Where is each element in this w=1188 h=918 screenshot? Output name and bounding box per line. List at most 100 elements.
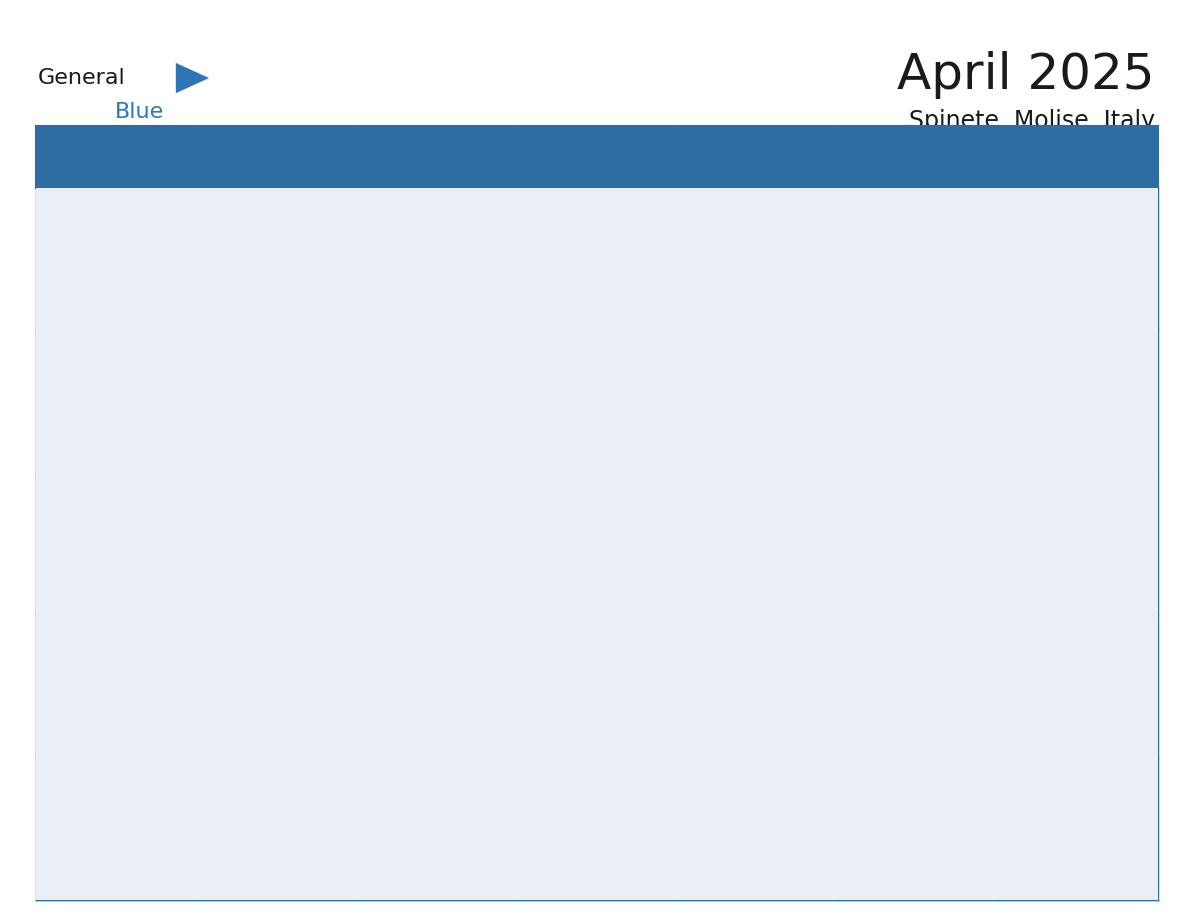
Text: Sunset: 7:29 PM: Sunset: 7:29 PM bbox=[846, 247, 947, 260]
Text: 24: 24 bbox=[685, 621, 707, 640]
Text: April 2025: April 2025 bbox=[897, 51, 1155, 99]
Text: and 14 minutes.: and 14 minutes. bbox=[44, 579, 146, 592]
Text: Daylight: 13 hours: Daylight: 13 hours bbox=[365, 555, 480, 568]
Text: 10: 10 bbox=[685, 337, 707, 355]
Text: Sunrise: 6:05 AM: Sunrise: 6:05 AM bbox=[1006, 650, 1112, 663]
Text: Sunset: 7:40 PM: Sunset: 7:40 PM bbox=[204, 532, 305, 544]
Text: and 0 minutes.: and 0 minutes. bbox=[365, 437, 459, 450]
Text: Sunrise: 6:36 AM: Sunrise: 6:36 AM bbox=[44, 365, 150, 378]
Text: Daylight: 13 hours: Daylight: 13 hours bbox=[365, 698, 480, 711]
Text: Daylight: 13 hours: Daylight: 13 hours bbox=[525, 555, 640, 568]
Text: Daylight: 13 hours: Daylight: 13 hours bbox=[365, 840, 480, 853]
Text: Sunset: 7:39 PM: Sunset: 7:39 PM bbox=[44, 532, 145, 544]
Text: Daylight: 13 hours: Daylight: 13 hours bbox=[525, 698, 640, 711]
Text: and 19 minutes.: and 19 minutes. bbox=[365, 579, 467, 592]
Text: Daylight: 13 hours: Daylight: 13 hours bbox=[44, 555, 159, 568]
Text: 11: 11 bbox=[846, 337, 867, 355]
Text: Sunrise: 6:14 AM: Sunrise: 6:14 AM bbox=[44, 650, 150, 663]
Text: Sunrise: 6:11 AM: Sunrise: 6:11 AM bbox=[365, 650, 470, 663]
Text: Daylight: 12 hours: Daylight: 12 hours bbox=[44, 413, 159, 426]
Text: 30: 30 bbox=[525, 764, 546, 782]
Text: and 52 minutes.: and 52 minutes. bbox=[204, 864, 307, 877]
Text: 7: 7 bbox=[204, 337, 215, 355]
Text: Sunrise: 6:38 AM: Sunrise: 6:38 AM bbox=[1006, 223, 1112, 236]
Text: Daylight: 13 hours: Daylight: 13 hours bbox=[204, 555, 320, 568]
Text: Daylight: 12 hours: Daylight: 12 hours bbox=[525, 271, 640, 284]
Text: 19: 19 bbox=[1006, 479, 1028, 498]
Text: Sunset: 7:30 PM: Sunset: 7:30 PM bbox=[1006, 247, 1107, 260]
Text: Wednesday: Wednesday bbox=[526, 148, 639, 166]
Text: Saturday: Saturday bbox=[1007, 148, 1095, 166]
Text: Blue: Blue bbox=[115, 102, 164, 122]
Text: and 41 minutes.: and 41 minutes. bbox=[365, 295, 467, 308]
Text: Sunrise: 6:25 AM: Sunrise: 6:25 AM bbox=[44, 508, 150, 521]
Text: Sunrise: 6:07 AM: Sunrise: 6:07 AM bbox=[846, 650, 952, 663]
Text: Sunset: 7:41 PM: Sunset: 7:41 PM bbox=[365, 532, 466, 544]
Text: Daylight: 13 hours: Daylight: 13 hours bbox=[204, 698, 320, 711]
Text: Sunrise: 6:41 AM: Sunrise: 6:41 AM bbox=[685, 223, 791, 236]
Text: and 45 minutes.: and 45 minutes. bbox=[846, 722, 948, 734]
Text: Monday: Monday bbox=[206, 148, 282, 166]
Text: Tuesday: Tuesday bbox=[366, 148, 446, 166]
Text: 3: 3 bbox=[685, 195, 696, 213]
Text: Sunset: 7:35 PM: Sunset: 7:35 PM bbox=[525, 389, 626, 402]
Text: Sunrise: 6:20 AM: Sunrise: 6:20 AM bbox=[525, 508, 631, 521]
Text: and 32 minutes.: and 32 minutes. bbox=[44, 722, 146, 734]
Text: Sunset: 7:54 PM: Sunset: 7:54 PM bbox=[44, 816, 145, 829]
Text: Sunrise: 6:01 AM: Sunrise: 6:01 AM bbox=[365, 792, 470, 805]
Text: and 3 minutes.: and 3 minutes. bbox=[525, 437, 619, 450]
Text: Sunset: 7:46 PM: Sunset: 7:46 PM bbox=[1006, 532, 1107, 544]
Text: and 16 minutes.: and 16 minutes. bbox=[204, 579, 307, 592]
Text: 26: 26 bbox=[1006, 621, 1028, 640]
Text: Sunrise: 6:35 AM: Sunrise: 6:35 AM bbox=[204, 365, 310, 378]
Text: Daylight: 13 hours: Daylight: 13 hours bbox=[44, 840, 159, 853]
Text: 18: 18 bbox=[846, 479, 867, 498]
Text: Sunrise: 6:40 AM: Sunrise: 6:40 AM bbox=[846, 223, 952, 236]
Text: Sunset: 7:55 PM: Sunset: 7:55 PM bbox=[204, 816, 307, 829]
Text: Sunday: Sunday bbox=[45, 148, 118, 166]
Text: and 37 minutes.: and 37 minutes. bbox=[365, 722, 467, 734]
Text: Sunrise: 6:03 AM: Sunrise: 6:03 AM bbox=[204, 792, 310, 805]
Text: Sunset: 7:36 PM: Sunset: 7:36 PM bbox=[685, 389, 786, 402]
Text: 25: 25 bbox=[846, 621, 867, 640]
Text: 13: 13 bbox=[44, 479, 65, 498]
Text: Sunrise: 6:16 AM: Sunrise: 6:16 AM bbox=[1006, 508, 1112, 521]
Text: Sunset: 7:42 PM: Sunset: 7:42 PM bbox=[525, 532, 626, 544]
Text: Sunset: 7:44 PM: Sunset: 7:44 PM bbox=[685, 532, 786, 544]
Text: Sunrise: 6:33 AM: Sunrise: 6:33 AM bbox=[365, 365, 470, 378]
Text: 27: 27 bbox=[44, 764, 65, 782]
Text: Daylight: 13 hours: Daylight: 13 hours bbox=[1006, 698, 1121, 711]
Text: 22: 22 bbox=[365, 621, 386, 640]
Text: and 49 minutes.: and 49 minutes. bbox=[846, 295, 948, 308]
Text: Daylight: 13 hours: Daylight: 13 hours bbox=[44, 698, 159, 711]
Text: Daylight: 13 hours: Daylight: 13 hours bbox=[204, 840, 320, 853]
Text: and 35 minutes.: and 35 minutes. bbox=[204, 722, 307, 734]
Text: and 55 minutes.: and 55 minutes. bbox=[44, 437, 146, 450]
Text: Sunrise: 6:32 AM: Sunrise: 6:32 AM bbox=[525, 365, 631, 378]
Text: and 8 minutes.: and 8 minutes. bbox=[846, 437, 940, 450]
Text: Sunrise: 6:13 AM: Sunrise: 6:13 AM bbox=[204, 650, 310, 663]
Text: 20: 20 bbox=[44, 621, 65, 640]
Text: and 42 minutes.: and 42 minutes. bbox=[685, 722, 788, 734]
Text: Sunset: 7:33 PM: Sunset: 7:33 PM bbox=[204, 389, 305, 402]
Text: 8: 8 bbox=[365, 337, 375, 355]
Text: Spinete, Molise, Italy: Spinete, Molise, Italy bbox=[909, 109, 1155, 133]
Text: and 27 minutes.: and 27 minutes. bbox=[846, 579, 948, 592]
Text: Sunset: 7:53 PM: Sunset: 7:53 PM bbox=[1006, 674, 1107, 687]
Text: Daylight: 13 hours: Daylight: 13 hours bbox=[525, 840, 640, 853]
Text: 21: 21 bbox=[204, 621, 226, 640]
Text: Sunset: 7:58 PM: Sunset: 7:58 PM bbox=[525, 816, 627, 829]
Text: Daylight: 13 hours: Daylight: 13 hours bbox=[846, 555, 961, 568]
Text: Daylight: 13 hours: Daylight: 13 hours bbox=[525, 413, 640, 426]
Text: and 44 minutes.: and 44 minutes. bbox=[525, 295, 627, 308]
Text: Sunrise: 6:19 AM: Sunrise: 6:19 AM bbox=[685, 508, 791, 521]
Text: and 6 minutes.: and 6 minutes. bbox=[685, 437, 779, 450]
Text: Daylight: 12 hours: Daylight: 12 hours bbox=[685, 271, 801, 284]
Text: Daylight: 13 hours: Daylight: 13 hours bbox=[1006, 413, 1121, 426]
Text: and 22 minutes.: and 22 minutes. bbox=[525, 579, 627, 592]
Text: 12: 12 bbox=[1006, 337, 1028, 355]
Text: 15: 15 bbox=[365, 479, 386, 498]
Text: and 50 minutes.: and 50 minutes. bbox=[44, 864, 146, 877]
Text: and 52 minutes.: and 52 minutes. bbox=[1006, 295, 1108, 308]
Text: Sunrise: 6:17 AM: Sunrise: 6:17 AM bbox=[846, 508, 952, 521]
